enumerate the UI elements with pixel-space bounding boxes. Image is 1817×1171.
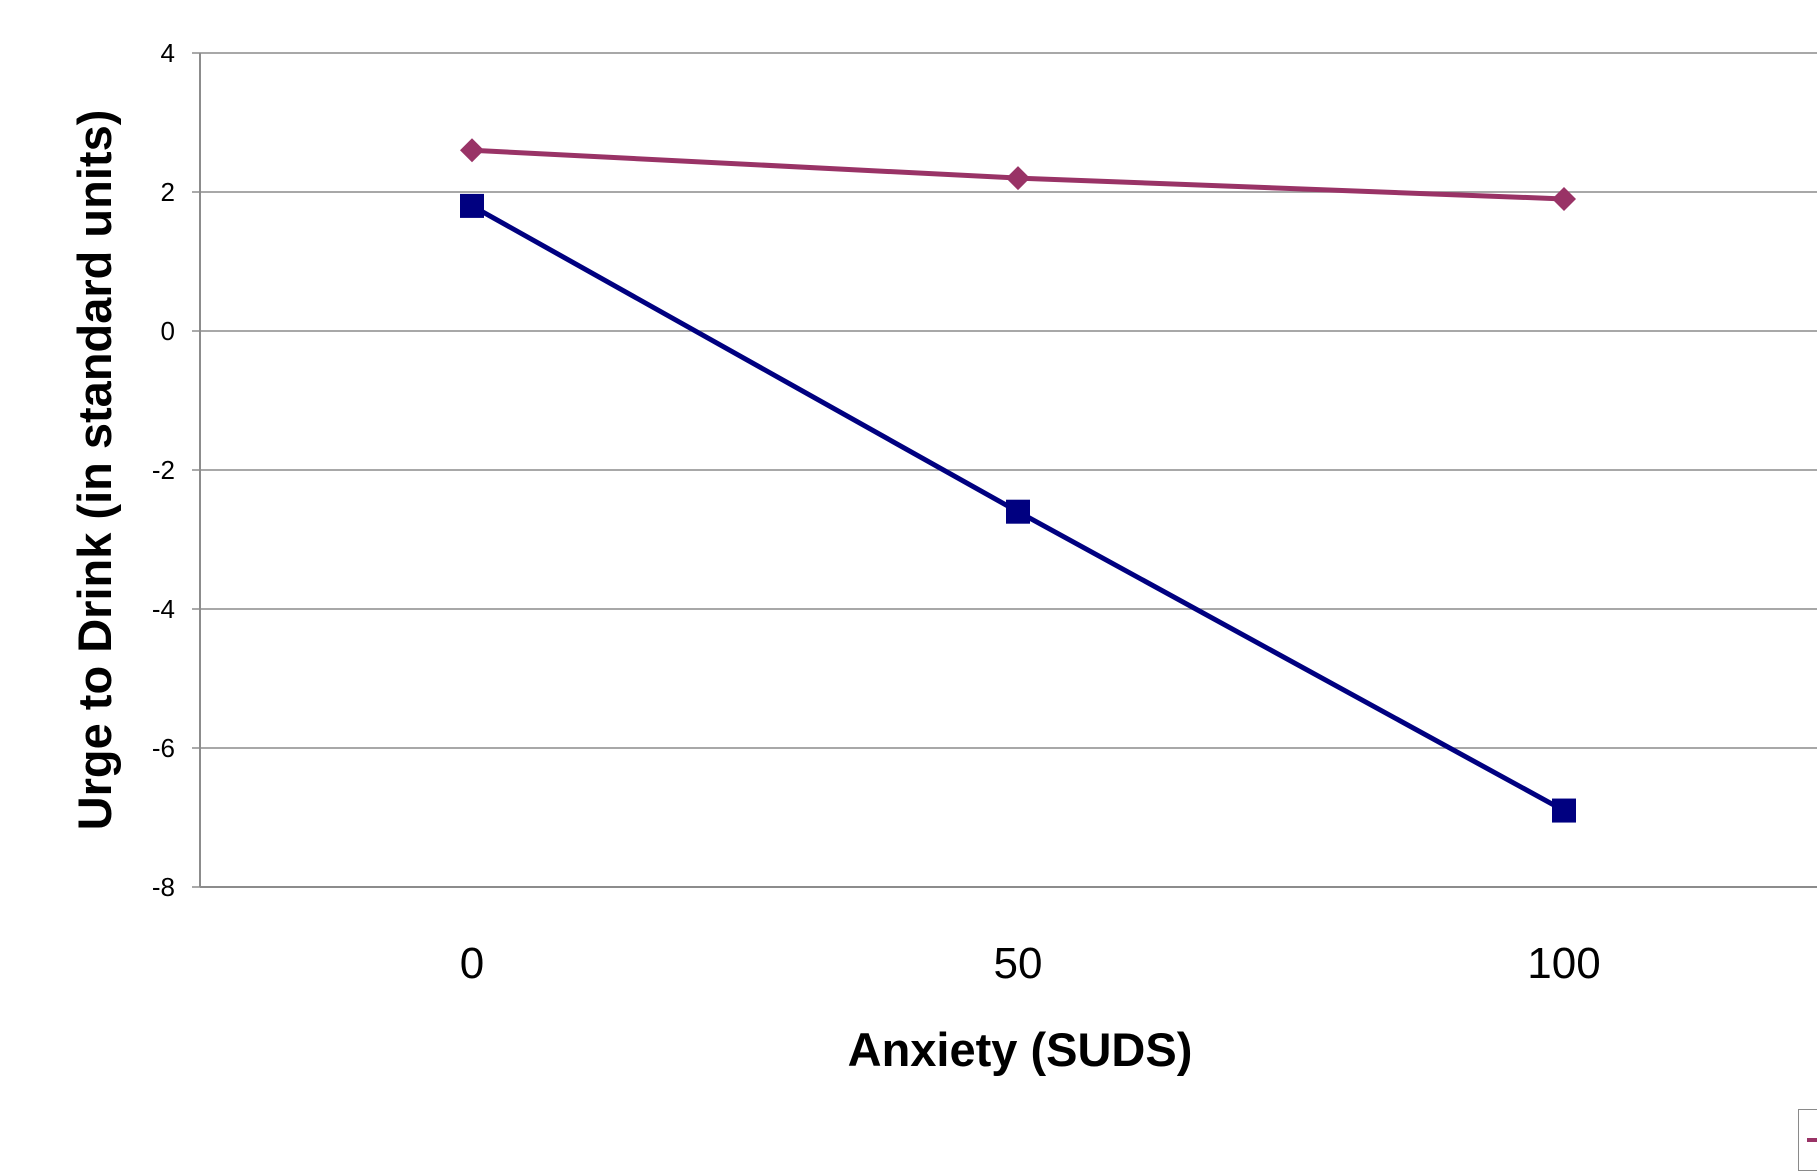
y-tick-label: -8 [152, 872, 175, 902]
legend-series-marker [1807, 1138, 1817, 1142]
series-1 [460, 138, 1576, 211]
data-point-diamond [1552, 186, 1576, 211]
data-point-square [460, 193, 484, 218]
y-tick-label: 2 [161, 177, 175, 207]
x-tick-label: 0 [460, 939, 484, 988]
series-2 [460, 193, 1576, 823]
y-tick-label: 4 [161, 38, 175, 68]
x-tick-labels: 0 50 100 [460, 939, 1601, 988]
y-tick-label: -4 [152, 594, 175, 624]
y-tick-label: -2 [152, 455, 175, 485]
legend-box [1798, 1109, 1817, 1171]
gridlines [200, 52, 1817, 749]
data-point-square [1552, 798, 1576, 823]
y-tick-label: 0 [161, 316, 175, 346]
y-tick-labels: 4 2 0 -2 -4 -6 -8 [152, 38, 175, 902]
data-point-diamond [460, 138, 484, 163]
series-layer [460, 138, 1576, 823]
data-point-square [1006, 499, 1030, 524]
y-tick-label: -6 [152, 733, 175, 763]
x-tick-label: 50 [994, 939, 1043, 988]
y-axis-title: Urge to Drink (in standard units) [68, 110, 121, 831]
axes [192, 52, 1817, 888]
x-axis-title: Anxiety (SUDS) [848, 1023, 1193, 1076]
x-tick-label: 100 [1527, 939, 1600, 988]
data-point-diamond [1006, 166, 1030, 191]
